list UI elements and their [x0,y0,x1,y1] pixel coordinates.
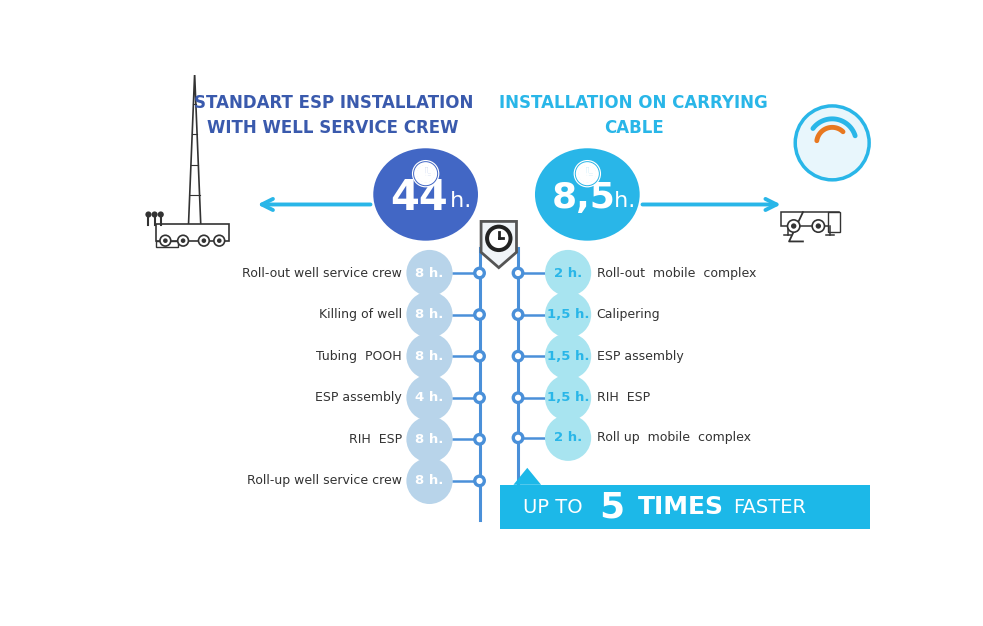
Text: 8 h.: 8 h. [415,433,443,446]
FancyBboxPatch shape [828,212,839,232]
Circle shape [812,220,825,232]
Text: FASTER: FASTER [733,498,806,516]
Text: RIH  ESP: RIH ESP [597,391,650,404]
Circle shape [545,333,591,379]
FancyBboxPatch shape [500,485,870,530]
Text: 5: 5 [600,490,624,524]
Circle shape [515,394,521,401]
Circle shape [413,162,438,186]
Circle shape [157,212,164,218]
Text: 8 h.: 8 h. [415,267,443,280]
Circle shape [474,434,485,444]
Text: ESP assembly: ESP assembly [315,391,402,404]
Circle shape [406,333,452,379]
Text: 1,5 h.: 1,5 h. [547,391,590,404]
Text: TIMES: TIMES [638,495,724,519]
Circle shape [795,106,869,180]
Text: Tubing  POOH: Tubing POOH [317,350,402,362]
Circle shape [217,239,221,243]
Text: 8 h.: 8 h. [415,475,443,488]
Text: 1,5 h.: 1,5 h. [547,308,590,321]
Text: 8,5: 8,5 [551,182,615,215]
Circle shape [181,239,186,243]
Circle shape [545,292,591,337]
Text: 2 h.: 2 h. [554,431,582,444]
Circle shape [477,270,483,276]
Circle shape [474,393,485,403]
Circle shape [474,268,485,279]
Circle shape [406,458,452,504]
Ellipse shape [374,148,478,240]
Text: h.: h. [607,191,636,210]
Circle shape [474,476,485,486]
Polygon shape [513,468,541,485]
Circle shape [477,394,483,401]
FancyBboxPatch shape [156,240,178,247]
Circle shape [515,434,521,441]
Circle shape [202,239,206,243]
Text: h.: h. [442,191,471,210]
Text: Roll-up well service crew: Roll-up well service crew [247,475,402,488]
Text: INSTALLATION ON CARRYING
CABLE: INSTALLATION ON CARRYING CABLE [499,94,768,136]
Circle shape [816,223,821,228]
Text: UP TO: UP TO [523,498,583,516]
Circle shape [406,292,452,337]
Circle shape [576,162,599,185]
Circle shape [513,268,523,279]
Circle shape [515,353,521,359]
Circle shape [163,239,168,243]
Circle shape [160,235,171,246]
Circle shape [406,416,452,463]
Text: 1,5 h.: 1,5 h. [547,350,590,362]
Text: Roll-out  mobile  complex: Roll-out mobile complex [597,267,756,280]
Circle shape [477,478,483,484]
Text: 2 h.: 2 h. [554,267,582,280]
Circle shape [178,235,189,246]
Circle shape [474,351,485,362]
Circle shape [513,433,523,443]
Circle shape [575,162,600,186]
Circle shape [513,351,523,362]
Circle shape [214,235,225,246]
Text: 8 h.: 8 h. [415,350,443,362]
Text: Killing of well: Killing of well [318,308,402,321]
Circle shape [515,312,521,317]
Text: 8 h.: 8 h. [415,308,443,321]
Text: RIH  ESP: RIH ESP [349,433,402,446]
Circle shape [791,223,796,228]
Circle shape [477,353,483,359]
Circle shape [414,162,437,185]
Circle shape [406,374,452,421]
Circle shape [487,226,511,250]
Text: STANDART ESP INSTALLATION
WITH WELL SERVICE CREW: STANDART ESP INSTALLATION WITH WELL SERV… [194,94,473,136]
Text: Roll up  mobile  complex: Roll up mobile complex [597,431,751,444]
Polygon shape [481,222,516,268]
Circle shape [513,393,523,403]
Circle shape [406,250,452,296]
Circle shape [477,312,483,317]
Text: Calipering: Calipering [597,308,661,321]
Text: 44: 44 [390,177,448,219]
Circle shape [545,374,591,421]
Circle shape [787,220,800,232]
Text: Roll-out well service crew: Roll-out well service crew [242,267,402,280]
Circle shape [477,436,483,443]
Circle shape [199,235,209,246]
Text: 4 h.: 4 h. [415,391,443,404]
Text: ESP assembly: ESP assembly [597,350,683,362]
FancyBboxPatch shape [156,223,229,240]
Circle shape [474,309,485,320]
Circle shape [151,212,157,218]
Circle shape [145,212,151,218]
Circle shape [513,309,523,320]
Ellipse shape [535,148,640,240]
FancyBboxPatch shape [781,212,839,226]
Circle shape [545,414,591,461]
Circle shape [515,270,521,276]
Circle shape [545,250,591,296]
